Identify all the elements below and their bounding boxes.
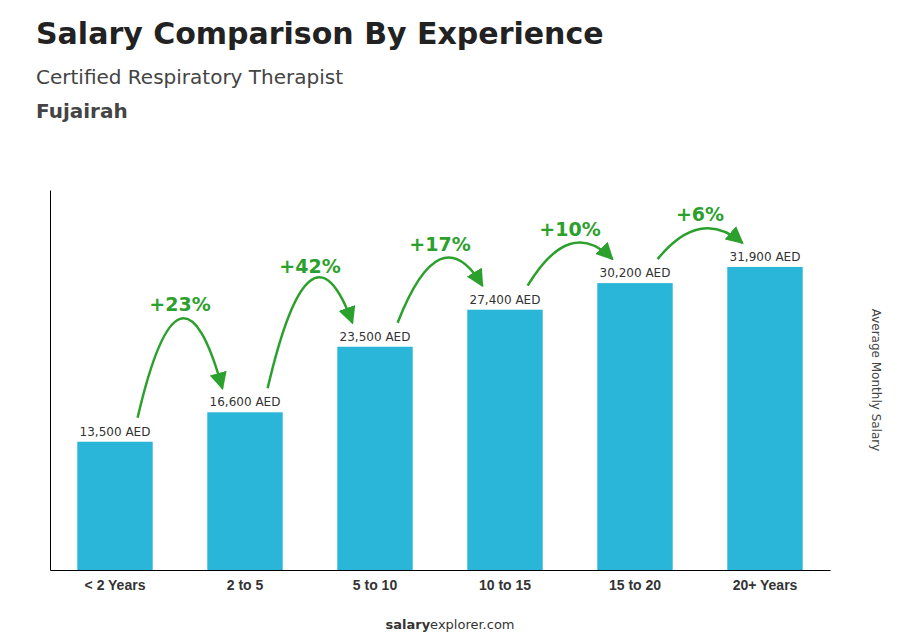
change-arc <box>268 277 353 388</box>
bar <box>467 310 542 570</box>
y-axis-title: Average Monthly Salary <box>869 309 883 452</box>
change-arc <box>528 242 613 285</box>
value-labels: 13,500 AED 16,600 AED 23,500 AED 27,400 AED… <box>80 250 801 439</box>
footer-normal: explorer.com <box>430 617 514 632</box>
value-label: 30,200 AED <box>600 266 671 280</box>
change-label: +17% <box>409 233 470 255</box>
change-arc <box>658 228 743 259</box>
x-tick: 10 to 15 <box>479 570 531 593</box>
bars <box>77 267 802 570</box>
x-axis-line <box>51 570 831 571</box>
x-tick-label: 10 to 15 <box>479 577 531 593</box>
chart-container: Salary Comparison By Experience Certified… <box>0 0 900 641</box>
x-tick-label: < 2 Years <box>85 577 146 593</box>
change-arc <box>398 258 483 323</box>
y-axis <box>50 191 51 571</box>
change-label: +23% <box>149 293 210 315</box>
change-label: +6% <box>676 203 724 225</box>
value-label: 31,900 AED <box>730 250 801 264</box>
bar <box>727 267 802 570</box>
bar <box>597 283 672 570</box>
y-axis-line <box>50 191 51 571</box>
bar <box>207 412 282 570</box>
x-tick: 5 to 10 <box>353 570 398 593</box>
value-label: 13,500 AED <box>80 425 151 439</box>
subtitle: Certified Respiratory Therapist <box>36 65 343 89</box>
value-label: 27,400 AED <box>470 293 541 307</box>
change-arcs: +23% +42% +17% +10% +6% <box>138 203 743 418</box>
x-tick: 2 to 5 <box>227 570 264 593</box>
chart-svg: Salary Comparison By Experience Certified… <box>0 0 900 641</box>
value-label: 23,500 AED <box>340 330 411 344</box>
title: Salary Comparison By Experience <box>36 16 604 51</box>
value-label: 16,600 AED <box>210 395 281 409</box>
x-tick-label: 15 to 20 <box>609 577 661 593</box>
x-tick: < 2 Years <box>85 570 146 593</box>
footer: salaryexplorer.com <box>385 617 514 632</box>
bar <box>337 347 412 570</box>
bar <box>77 442 152 570</box>
change-label: +42% <box>279 255 340 277</box>
city-annotation: Fujairah <box>36 99 128 123</box>
x-tick-label: 5 to 10 <box>353 577 398 593</box>
footer-bold: salary <box>385 617 430 632</box>
x-tick: 20+ Years <box>733 570 798 593</box>
x-tick: 15 to 20 <box>609 570 661 593</box>
change-label: +10% <box>539 218 600 240</box>
change-arc <box>138 318 223 417</box>
x-tick-label: 20+ Years <box>733 577 798 593</box>
x-tick-label: 2 to 5 <box>227 577 264 593</box>
x-axis: < 2 Years 2 to 5 5 to 10 10 to 15 15 to 20 20… <box>51 570 831 593</box>
